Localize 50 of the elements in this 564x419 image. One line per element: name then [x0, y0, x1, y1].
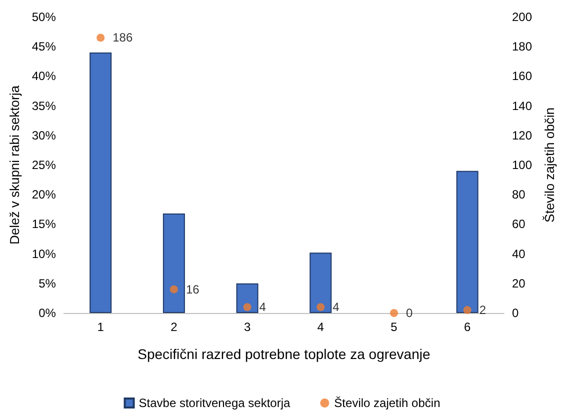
- y-tick-label: 0%: [38, 306, 56, 320]
- x-tick-label: 3: [244, 320, 251, 334]
- bar: [236, 283, 258, 313]
- y2-tick-label: 60: [512, 217, 526, 232]
- y2-tick-label: 160: [512, 69, 532, 84]
- y2-tick-label: 180: [512, 40, 532, 54]
- data-label: 0: [406, 306, 413, 320]
- legend-label: Število zajetih občin: [334, 396, 440, 410]
- data-label: 16: [186, 282, 200, 296]
- x-tick-label: 4: [317, 320, 324, 334]
- y2-tick-label: 80: [512, 188, 526, 202]
- data-label: 2: [479, 303, 486, 318]
- data-label: 4: [259, 300, 266, 314]
- y-tick-label: 5%: [38, 276, 56, 290]
- y-tick-label: 20%: [32, 188, 56, 202]
- x-tick-label: 5: [390, 320, 398, 334]
- bar: [310, 252, 332, 313]
- y-axis-title: Delež v skupni rabi sektorja: [7, 84, 22, 244]
- point: [96, 34, 105, 42]
- data-label: 186: [112, 30, 133, 45]
- y2-tick-label: 100: [512, 158, 532, 172]
- y-tick-label: 25%: [32, 158, 56, 172]
- y2-tick-label: 0: [512, 306, 519, 320]
- y2-tick-label: 40: [512, 246, 526, 261]
- bar: [90, 52, 112, 313]
- x-tick-label: 1: [97, 320, 104, 334]
- y2-tick-label: 200: [512, 10, 532, 24]
- point: [390, 309, 398, 317]
- y-tick-label: 30%: [32, 128, 56, 142]
- y2-tick-label: 120: [512, 128, 532, 142]
- y-tick-label: 50%: [32, 10, 56, 24]
- x-tick-label: 6: [464, 320, 471, 334]
- y-tick-label: 15%: [32, 217, 56, 232]
- y-tick-label: 40%: [32, 69, 56, 84]
- y2-tick-label: 20: [512, 276, 526, 290]
- point: [316, 303, 325, 312]
- x-tick-label: 2: [170, 320, 178, 334]
- y2-tick-label: 140: [512, 98, 532, 113]
- point: [170, 285, 178, 294]
- legend-label: Stavbe storitvenega sektorja: [138, 396, 291, 410]
- point: [463, 306, 472, 314]
- y2-axis-title: Število zajetih občin: [542, 108, 557, 222]
- bar: [456, 170, 478, 313]
- point: [243, 303, 252, 312]
- bar: [162, 214, 185, 313]
- x-axis-title: Specifični razred potrebne toplote za ogrevanje: [138, 346, 430, 362]
- y-tick-label: 45%: [32, 40, 56, 54]
- y-tick-label: 10%: [32, 246, 56, 261]
- y-tick-label: 35%: [32, 98, 56, 113]
- data-label: 4: [332, 300, 340, 314]
